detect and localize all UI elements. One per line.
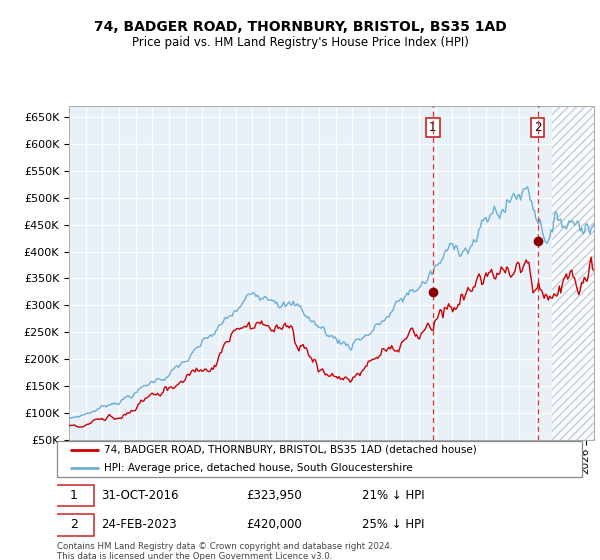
Text: HPI: Average price, detached house, South Gloucestershire: HPI: Average price, detached house, Sout… — [104, 463, 413, 473]
Text: Contains HM Land Registry data © Crown copyright and database right 2024.
This d: Contains HM Land Registry data © Crown c… — [57, 542, 392, 560]
Text: 25% ↓ HPI: 25% ↓ HPI — [361, 518, 424, 531]
Text: 1: 1 — [429, 122, 437, 134]
Text: £323,950: £323,950 — [246, 489, 302, 502]
Text: 74, BADGER ROAD, THORNBURY, BRISTOL, BS35 1AD (detached house): 74, BADGER ROAD, THORNBURY, BRISTOL, BS3… — [104, 445, 477, 455]
Text: 21% ↓ HPI: 21% ↓ HPI — [361, 489, 424, 502]
FancyBboxPatch shape — [55, 485, 94, 506]
Text: 24-FEB-2023: 24-FEB-2023 — [101, 518, 177, 531]
Text: 74, BADGER ROAD, THORNBURY, BRISTOL, BS35 1AD: 74, BADGER ROAD, THORNBURY, BRISTOL, BS3… — [94, 20, 506, 34]
Text: 1: 1 — [70, 489, 78, 502]
Text: £420,000: £420,000 — [246, 518, 302, 531]
Text: Price paid vs. HM Land Registry's House Price Index (HPI): Price paid vs. HM Land Registry's House … — [131, 36, 469, 49]
FancyBboxPatch shape — [55, 514, 94, 536]
Text: 2: 2 — [534, 122, 541, 134]
Text: 31-OCT-2016: 31-OCT-2016 — [101, 489, 179, 502]
FancyBboxPatch shape — [57, 441, 582, 477]
Text: 2: 2 — [70, 518, 78, 531]
